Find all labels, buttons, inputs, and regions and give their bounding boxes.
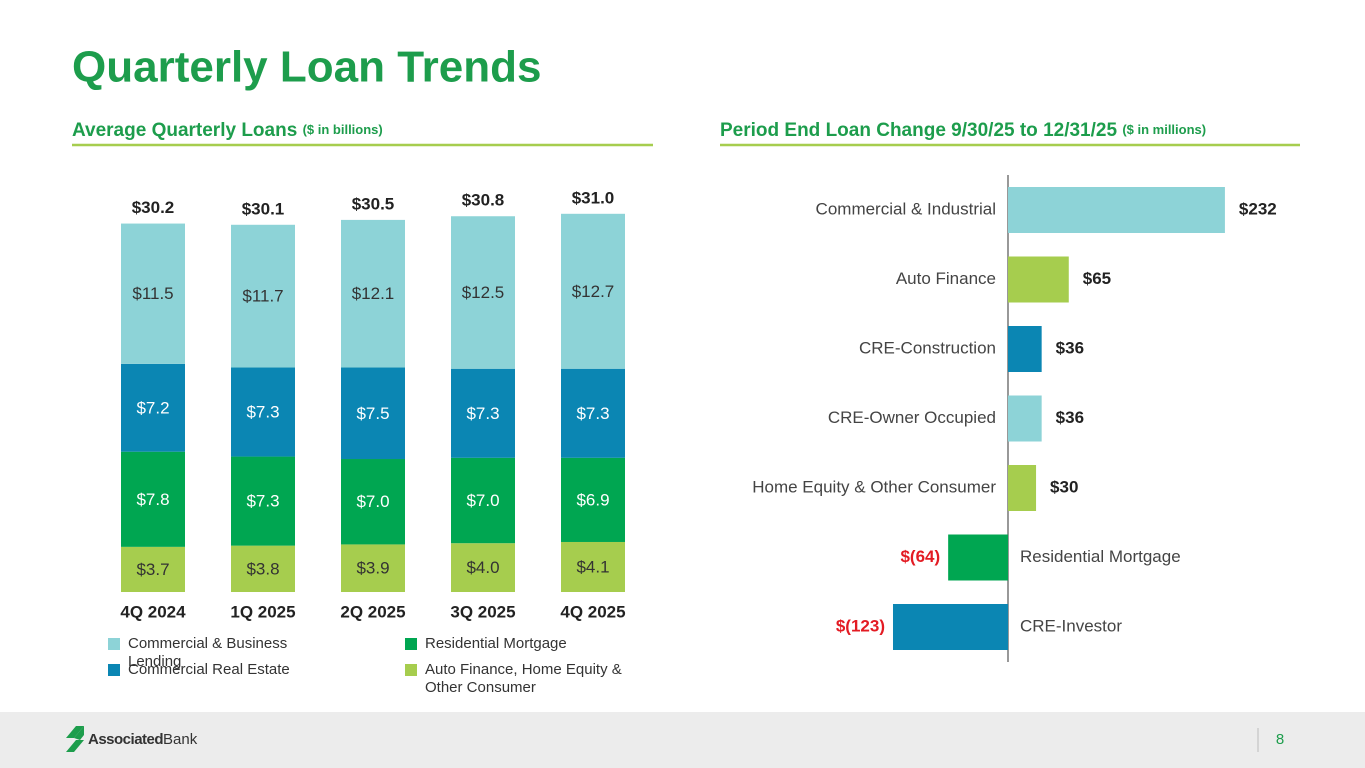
legend-swatch [108, 638, 120, 650]
bar [948, 534, 1008, 581]
value-label: $4.0 [466, 558, 499, 577]
chart-title: Average Quarterly Loans ($ in billions) [72, 120, 383, 141]
bar-segment [341, 459, 405, 545]
bar-segment [561, 213, 625, 369]
value-label: $65 [1083, 269, 1111, 288]
bar-segment [451, 368, 515, 458]
bar-segment [451, 216, 515, 369]
x-tick-label: 4Q 2024 [120, 602, 186, 621]
value-label: $7.3 [246, 403, 279, 422]
value-label: $232 [1239, 199, 1277, 218]
x-tick-label: 2Q 2025 [340, 602, 405, 621]
chart-title-main: Average Quarterly Loans [72, 120, 297, 141]
legend-swatch [108, 664, 120, 676]
footer-band [0, 712, 1365, 768]
logo-icon [66, 726, 84, 752]
bar [892, 604, 1008, 650]
legend-label: Residential Mortgage [425, 635, 567, 652]
value-label: $7.0 [466, 491, 499, 510]
category-label: Residential Mortgage [1020, 547, 1181, 566]
value-label: $4.1 [576, 557, 609, 576]
category-label: Auto Finance [896, 269, 996, 288]
legend-label: Commercial & Business Lending [128, 635, 288, 670]
value-label: $11.5 [132, 284, 173, 303]
bar [1008, 465, 1037, 511]
value-label: $11.7 [242, 287, 283, 306]
value-label: $7.8 [136, 490, 169, 509]
bar-segment [121, 363, 185, 452]
value-label: $12.1 [352, 284, 395, 303]
category-label: CRE-Investor [1020, 616, 1122, 635]
total-label: $30.1 [242, 199, 285, 218]
value-label: $7.3 [246, 492, 279, 511]
value-label: $7.5 [356, 404, 389, 423]
bar [1008, 187, 1225, 233]
total-label: $30.2 [132, 198, 175, 217]
logo-text: AssociatedBank [88, 731, 198, 748]
value-label: $36 [1056, 338, 1084, 357]
value-label: $6.9 [576, 490, 609, 509]
bar-segment [231, 224, 295, 368]
logo-word: Bank [163, 731, 198, 748]
total-label: $31.0 [572, 188, 615, 207]
slide-title: Quarterly Loan Trends [72, 43, 541, 92]
total-label: $30.8 [462, 191, 505, 210]
bar [1008, 326, 1042, 372]
chart-title: Period End Loan Change 9/30/25 to 12/31/… [720, 120, 1206, 141]
value-label: $7.2 [136, 398, 169, 417]
bar-segment [341, 367, 405, 460]
value-label: $7.3 [576, 404, 609, 423]
value-label: $7.3 [466, 404, 499, 423]
bar-segment [341, 219, 405, 368]
bar-segment [231, 367, 295, 457]
bar-segment [451, 457, 515, 544]
bar-segment [451, 543, 515, 592]
legend-label: Commercial Real Estate [128, 661, 290, 678]
category-label: CRE-Construction [859, 338, 996, 357]
chart-unit: ($ in millions) [1122, 122, 1206, 137]
page-number: 8 [1276, 731, 1284, 748]
x-tick-label: 4Q 2025 [560, 602, 625, 621]
bar-segment [121, 451, 185, 547]
value-label: $12.7 [572, 282, 615, 301]
legend-swatch [405, 638, 417, 650]
value-label: $3.9 [356, 559, 389, 578]
bar-segment [561, 368, 625, 458]
category-label: CRE-Owner Occupied [828, 408, 996, 427]
logo-word: Associated [88, 731, 163, 748]
bar-segment [121, 546, 185, 592]
bar-segment [561, 541, 625, 592]
value-label: $36 [1056, 408, 1084, 427]
value-label: $12.5 [462, 283, 505, 302]
bar [1008, 395, 1042, 442]
category-label: Home Equity & Other Consumer [752, 477, 996, 496]
bar [1008, 256, 1069, 303]
bar-segment [341, 544, 405, 592]
legend-swatch [405, 664, 417, 676]
chart-title-main: Period End Loan Change 9/30/25 to 12/31/… [720, 120, 1117, 141]
value-label: $3.8 [246, 559, 279, 578]
value-label: $7.0 [356, 492, 389, 511]
x-tick-label: 1Q 2025 [230, 602, 295, 621]
legend-label: Auto Finance, Home Equity & Other Consum… [425, 661, 622, 696]
bar-segment [231, 545, 295, 592]
bar-segment [121, 223, 185, 364]
chart-unit: ($ in billions) [303, 122, 383, 137]
bar-segment [561, 457, 625, 542]
category-label: Commercial & Industrial [816, 199, 996, 218]
value-label: $3.7 [136, 560, 169, 579]
bar-segment [231, 456, 295, 546]
value-label: $(64) [900, 547, 940, 566]
x-tick-label: 3Q 2025 [450, 602, 515, 621]
value-label: $(123) [836, 616, 885, 635]
value-label: $30 [1050, 477, 1078, 496]
total-label: $30.5 [352, 194, 395, 213]
